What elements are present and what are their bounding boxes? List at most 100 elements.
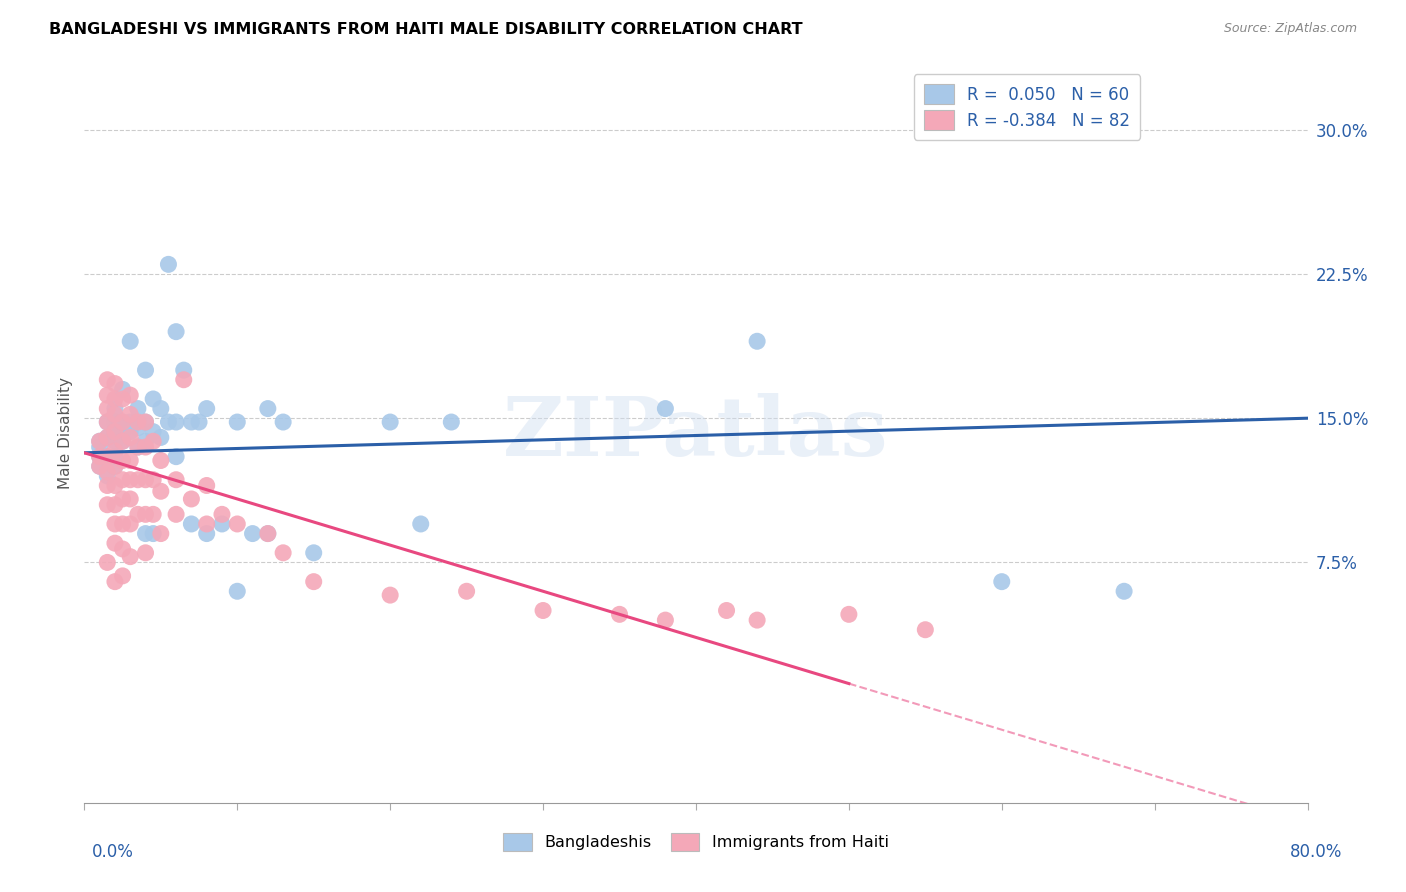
Point — [89, 434, 111, 449]
Point — [96, 415, 118, 429]
Point — [104, 516, 127, 531]
Point — [111, 434, 134, 449]
Point — [89, 450, 111, 464]
Point — [104, 443, 127, 458]
Point — [104, 450, 127, 464]
Point — [440, 415, 463, 429]
Text: 80.0%: 80.0% — [1291, 843, 1343, 861]
Point — [120, 408, 142, 422]
Point — [120, 425, 142, 439]
Point — [89, 434, 111, 449]
Point — [149, 401, 172, 416]
Point — [226, 415, 249, 429]
Point — [380, 415, 402, 429]
Point — [120, 430, 142, 444]
Point — [149, 526, 172, 541]
Text: ZIPatlas: ZIPatlas — [503, 392, 889, 473]
Point — [149, 484, 172, 499]
Point — [89, 459, 111, 474]
Point — [127, 440, 149, 454]
Point — [96, 478, 118, 492]
Point — [96, 469, 118, 483]
Point — [96, 450, 118, 464]
Point — [104, 478, 127, 492]
Point — [104, 536, 127, 550]
Point — [104, 425, 127, 439]
Point — [142, 425, 165, 439]
Point — [111, 491, 134, 506]
Point — [195, 526, 218, 541]
Point — [104, 434, 127, 449]
Point — [104, 415, 127, 429]
Point — [747, 334, 769, 349]
Point — [135, 434, 157, 449]
Point — [165, 473, 187, 487]
Text: 0.0%: 0.0% — [91, 843, 134, 861]
Point — [914, 623, 936, 637]
Point — [195, 516, 218, 531]
Point — [96, 373, 118, 387]
Point — [173, 373, 195, 387]
Point — [142, 473, 165, 487]
Point — [135, 440, 157, 454]
Point — [180, 516, 202, 531]
Point — [120, 334, 142, 349]
Point — [120, 388, 142, 402]
Point — [195, 478, 218, 492]
Point — [149, 453, 172, 467]
Point — [96, 415, 118, 429]
Point — [654, 401, 676, 416]
Point — [120, 516, 142, 531]
Point — [242, 526, 264, 541]
Point — [111, 473, 134, 487]
Point — [157, 257, 180, 271]
Point — [89, 450, 111, 464]
Point — [271, 546, 294, 560]
Point — [165, 450, 187, 464]
Point — [120, 415, 142, 429]
Point — [838, 607, 860, 622]
Point — [135, 508, 157, 522]
Point — [135, 363, 157, 377]
Point — [409, 516, 432, 531]
Point — [142, 392, 165, 406]
Point — [89, 459, 111, 474]
Point — [96, 450, 118, 464]
Point — [111, 415, 134, 429]
Point — [127, 473, 149, 487]
Point — [120, 453, 142, 467]
Point — [654, 613, 676, 627]
Point — [226, 584, 249, 599]
Text: BANGLADESHI VS IMMIGRANTS FROM HAITI MALE DISABILITY CORRELATION CHART: BANGLADESHI VS IMMIGRANTS FROM HAITI MAL… — [49, 22, 803, 37]
Point — [96, 388, 118, 402]
Point — [104, 392, 127, 406]
Point — [120, 491, 142, 506]
Point — [135, 473, 157, 487]
Point — [96, 465, 118, 479]
Point — [89, 440, 111, 454]
Point — [111, 569, 134, 583]
Point — [135, 415, 157, 429]
Point — [111, 434, 134, 449]
Point — [111, 392, 134, 406]
Point — [180, 491, 202, 506]
Point — [165, 415, 187, 429]
Point — [104, 425, 127, 439]
Point — [257, 401, 280, 416]
Point — [135, 546, 157, 560]
Point — [142, 508, 165, 522]
Point — [104, 459, 127, 474]
Point — [1114, 584, 1136, 599]
Point — [104, 459, 127, 474]
Point — [226, 516, 249, 531]
Point — [180, 415, 202, 429]
Point — [173, 363, 195, 377]
Point — [120, 549, 142, 564]
Point — [149, 430, 172, 444]
Point — [104, 498, 127, 512]
Point — [142, 434, 165, 449]
Point — [120, 473, 142, 487]
Point — [991, 574, 1014, 589]
Point — [96, 430, 118, 444]
Text: Source: ZipAtlas.com: Source: ZipAtlas.com — [1223, 22, 1357, 36]
